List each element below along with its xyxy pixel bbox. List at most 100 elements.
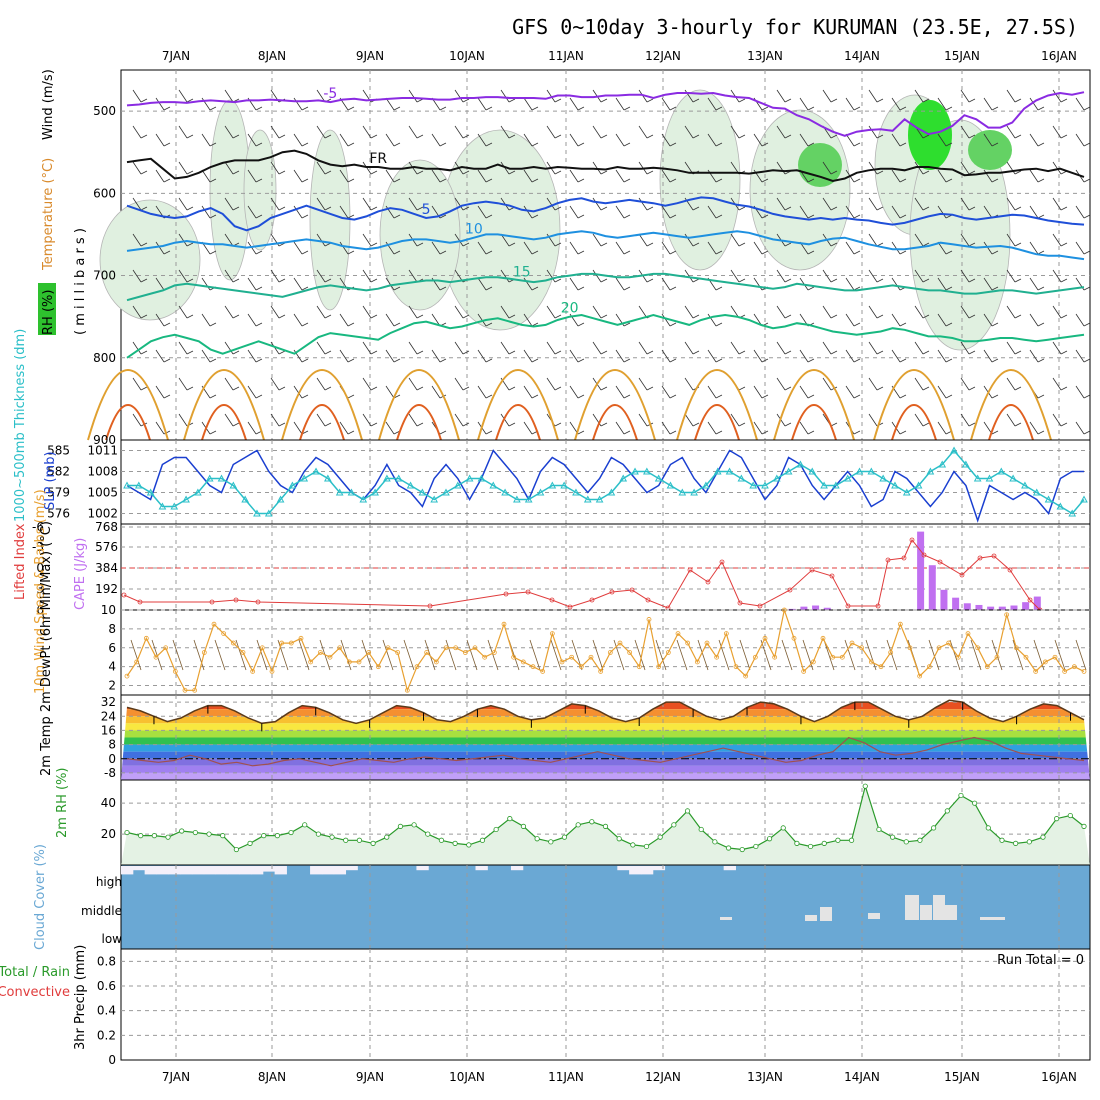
wind-barb (1052, 413, 1062, 427)
thickness-marker (158, 502, 167, 510)
wind-barb (799, 349, 809, 363)
wind-barb (523, 313, 533, 327)
wind-barb (293, 277, 303, 291)
wind-barb (638, 197, 648, 211)
lifted-index-marker (705, 579, 711, 585)
wind-barb-flag (531, 286, 539, 291)
tick-label: 0.8 (97, 954, 116, 968)
wind-barb-flag (669, 178, 677, 183)
rh-marker (889, 834, 896, 840)
wind-barb (638, 305, 648, 319)
wind-barb-flag (301, 358, 309, 363)
wind-barb-flag (508, 386, 516, 391)
rh-marker (397, 823, 404, 829)
wind-barb (914, 377, 924, 391)
wind-barb (431, 133, 441, 147)
lifted-index-marker (427, 603, 433, 609)
tick-label: 700 (93, 269, 116, 283)
cloud-middle-bar (868, 913, 880, 919)
isotherm-line (126, 91, 1085, 137)
wind-barb (730, 269, 740, 283)
wind-speed-marker (762, 635, 768, 641)
wind-barb (845, 133, 855, 147)
wind-speed-marker (433, 659, 439, 665)
wind-barb-flag (646, 98, 654, 103)
lifted-index-marker (937, 559, 943, 565)
temperature-legend-label: Temperature (°C) (41, 158, 56, 271)
wind-barb (753, 421, 763, 435)
wind-speed-marker (192, 687, 198, 693)
lifted-index-marker (137, 599, 143, 605)
wind-speed-marker (849, 640, 855, 646)
cape-bar (963, 603, 971, 610)
wind-barb-flag (784, 98, 792, 103)
wind-barb (1006, 125, 1016, 139)
lifted-index-marker (589, 597, 595, 603)
wind-barb-flag (347, 394, 355, 399)
wind-panel-frame (120, 609, 1091, 696)
wind-barb (339, 313, 349, 327)
cape-bar (823, 607, 831, 610)
lifted-index-marker (1007, 567, 1013, 573)
wind-speed-marker (317, 650, 323, 655)
wind-barb (500, 413, 510, 427)
lifted-index-marker (809, 567, 815, 573)
wind-barb-flag (232, 206, 240, 211)
wind-barb-flag (922, 386, 930, 391)
wind-barb-10m (151, 639, 163, 671)
wind-barb (1075, 313, 1085, 327)
rh-marker (179, 828, 185, 834)
wind-speed-marker (1033, 668, 1039, 674)
wind-barb-flag (922, 278, 930, 283)
wind-barb (224, 233, 234, 247)
wind-barb (799, 133, 809, 147)
thickness-marker (513, 495, 521, 503)
wind-barb-flag (370, 350, 378, 355)
date-labels-top: 7JAN 8JAN 9JAN 10JAN 11JAN 12JAN 13JAN 14JAN 15J… (162, 49, 1077, 63)
wind-barb-10m (550, 639, 562, 671)
wind-barb-flag (692, 314, 700, 319)
wind-barb (661, 313, 671, 327)
wind-barb-flag (531, 250, 539, 255)
wind-barb-flag (324, 386, 332, 391)
wind-barb-flag (853, 250, 861, 255)
wind-barb-flag (462, 170, 470, 175)
wind-speed-marker (897, 621, 903, 627)
wind-barb-flag (807, 142, 815, 147)
thickness-marker (453, 481, 462, 489)
wind-barb-flag (347, 214, 355, 219)
wind-barb-flag (163, 142, 171, 147)
wind-barb-flag (278, 314, 286, 319)
rh-marker (356, 837, 363, 843)
wind-barb-flag (1037, 358, 1045, 363)
wind-speed-marker (404, 687, 410, 693)
wind-barb-flag (899, 430, 907, 435)
wind-speed-marker (1042, 659, 1048, 665)
tick-label: 585 (47, 444, 70, 458)
wind-barb-flag (623, 322, 631, 327)
wind-barb-flag (876, 206, 884, 211)
wind-barb-flag (830, 98, 838, 103)
wind-barb (155, 349, 165, 363)
tick-label: 4 (108, 660, 116, 674)
wind-barb-flag (968, 170, 976, 175)
rh-marker (411, 822, 417, 828)
wind-barb (316, 161, 326, 175)
wind-speed-marker (540, 668, 546, 674)
wind-barb (362, 377, 372, 391)
thickness-marker (324, 474, 332, 482)
tick-label: 384 (95, 561, 118, 575)
wind-speed-marker (694, 659, 700, 665)
cloud-gap-bar (215, 866, 228, 875)
rh-marker (1013, 840, 1019, 846)
wind-barb (983, 277, 993, 291)
wind-speed-marker (482, 654, 488, 660)
wind-barb-flag (968, 242, 976, 247)
rh-marker (329, 834, 335, 840)
tick-label: 16 (101, 723, 116, 737)
wind-barb (914, 89, 924, 103)
thickness-marker (879, 474, 887, 482)
wind-speed-marker (810, 659, 816, 665)
wind-barb (362, 125, 372, 139)
